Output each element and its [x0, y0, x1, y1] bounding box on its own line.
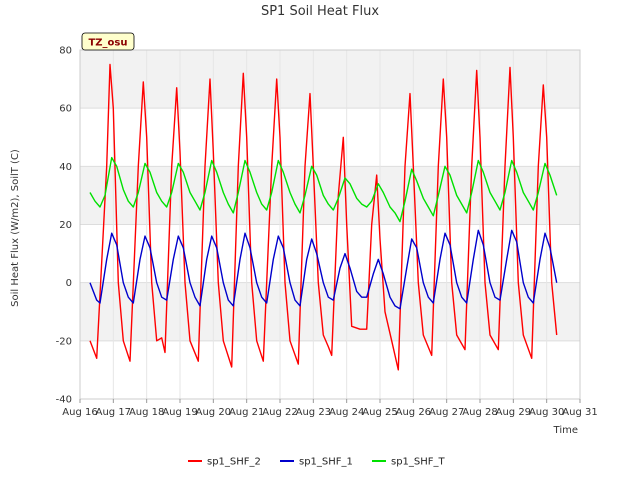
x-tick-label: Aug 30	[529, 407, 564, 418]
x-tick-label: Aug 26	[396, 407, 431, 418]
y-tick-label: -20	[56, 336, 72, 347]
x-tick-label: Aug 24	[329, 407, 364, 418]
y-tick-label: 20	[59, 220, 72, 231]
y-axis-ticks: -40 -20 0 20 40 60 80	[56, 46, 72, 406]
series-line-sp1_SHF_T	[89, 156, 558, 223]
y-tick-label: 80	[59, 46, 72, 57]
legend-label-sp1_SHF_T: sp1_SHF_T	[391, 457, 446, 468]
y-axis-label: Soil Heat Flux (W/m2), SoilT (C)	[10, 149, 21, 307]
series-line-sp1_SHF_1	[89, 229, 558, 310]
y-tick-label: 0	[66, 278, 72, 289]
plot-band	[80, 166, 580, 225]
legend-label-sp1_SHF_1: sp1_SHF_1	[299, 457, 353, 468]
x-tick-label: Aug 18	[129, 407, 164, 418]
timezone-badge-box	[81, 32, 135, 51]
x-tick-label: Aug 20	[196, 407, 231, 418]
x-tick-label: Aug 25	[362, 407, 397, 418]
plot-border	[79, 49, 581, 400]
chart-title: SP1 Soil Heat Flux	[261, 4, 379, 19]
x-tick-label: Aug 27	[429, 407, 464, 418]
legend-label-sp1_SHF_2: sp1_SHF_2	[207, 457, 261, 468]
x-tick-label: Aug 22	[262, 407, 297, 418]
x-tick-label: Aug 16	[62, 407, 97, 418]
series-line-sp1_SHF_2	[89, 63, 558, 371]
y-tick-label: 40	[59, 162, 72, 173]
x-tick-label: Aug 29	[496, 407, 531, 418]
x-tick-label: Aug 21	[229, 407, 264, 418]
x-tick-label: Aug 31	[562, 407, 597, 418]
legend: sp1_SHF_2 sp1_SHF_1 sp1_SHF_T	[188, 457, 446, 468]
timezone-badge: TZ_osu	[81, 32, 135, 51]
x-tick-label: Aug 28	[462, 407, 497, 418]
x-tick-label: Aug 19	[162, 407, 197, 418]
x-tick-label: Aug 23	[296, 407, 331, 418]
plot-band	[80, 50, 580, 109]
x-tick-label: Aug 17	[96, 407, 131, 418]
x-axis-label: Time	[553, 425, 578, 436]
y-tick-label: -40	[56, 395, 72, 406]
timezone-badge-text: TZ_osu	[88, 38, 127, 49]
plot-band	[80, 282, 580, 341]
y-tick-label: 60	[59, 104, 72, 115]
data-series	[89, 63, 558, 371]
